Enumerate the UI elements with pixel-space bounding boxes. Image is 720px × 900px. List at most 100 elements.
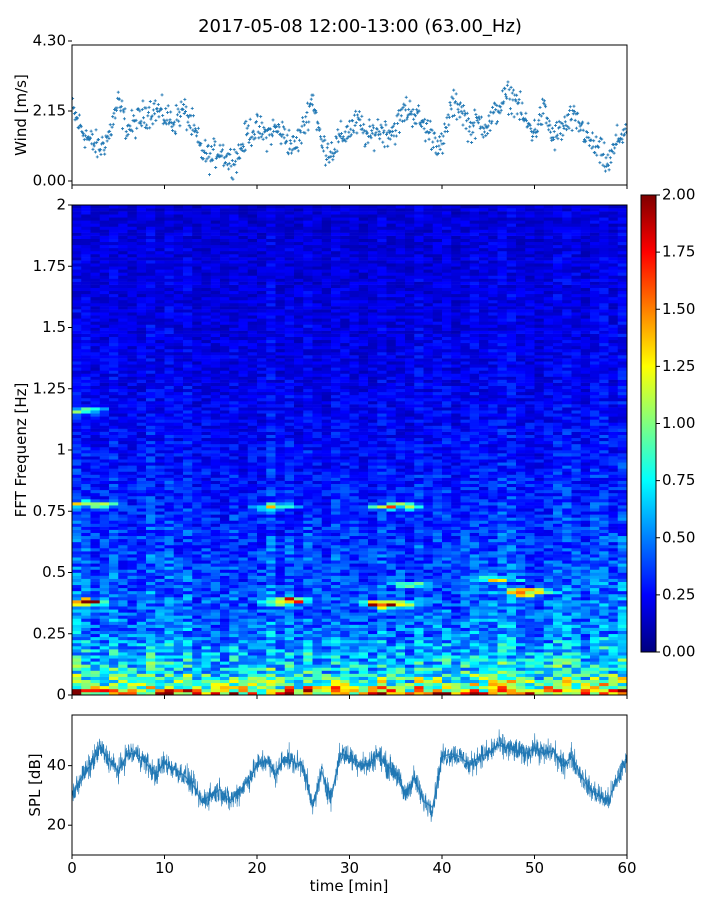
spectrogram-cell [155, 477, 165, 481]
spectrogram-cell [90, 205, 101, 209]
spectrogram-cell [229, 517, 239, 521]
spectrogram-cell [210, 551, 221, 555]
spectrogram-cell [72, 495, 82, 500]
wind-point [570, 128, 574, 132]
spectrogram-cell [72, 575, 82, 579]
spectrogram-cell [247, 676, 258, 680]
spectrogram-cell [247, 416, 258, 420]
spectrogram-cell [136, 584, 147, 589]
spectrogram-cell [173, 477, 184, 481]
spectrogram-cell [275, 257, 286, 261]
spectrogram-cell [99, 388, 110, 393]
spectrogram-cell [81, 431, 91, 435]
spectrogram-cell [275, 581, 286, 586]
spectrogram-cell [118, 548, 128, 552]
spectrogram-cell [136, 443, 147, 448]
wind-point [116, 90, 120, 94]
spectrogram-cell [155, 541, 165, 546]
wind-point [372, 126, 376, 130]
spectrogram-cell [294, 520, 304, 524]
spectrogram-cell [220, 600, 230, 604]
spectrogram-cell [146, 462, 156, 466]
spectrogram-cell [294, 486, 304, 491]
spectrogram-cell [201, 581, 212, 586]
spectrogram-cell [192, 278, 202, 282]
spectrogram-cell [127, 615, 138, 619]
spectrogram-cell [99, 658, 110, 662]
spectrogram-cell [109, 593, 119, 598]
spectrogram-cell [81, 517, 91, 521]
wind-point [82, 132, 86, 136]
spectrogram-cell [81, 413, 91, 417]
spectrogram-cell [72, 630, 82, 635]
spectrogram-cell [238, 514, 249, 518]
wind-point [102, 148, 106, 152]
spectrogram-cell [109, 590, 119, 595]
spectrogram-cell [238, 639, 249, 644]
spectrogram-cell [118, 459, 128, 463]
spectrogram-cell [238, 241, 249, 246]
spectrogram-cell [210, 480, 221, 484]
spectrogram-cell [257, 661, 267, 665]
spectrogram-cell [294, 370, 304, 374]
wind-point [123, 107, 127, 111]
spectrogram-cell [201, 450, 212, 454]
spectrogram-cell [109, 333, 119, 337]
spectrogram-cell [275, 443, 286, 448]
spectrogram-cell [229, 238, 239, 243]
spectrogram-cell [229, 306, 239, 310]
spectrogram-cell [247, 670, 258, 674]
spectrogram-cell [72, 287, 82, 292]
spectrogram-cell [146, 615, 156, 619]
spectrogram-cell [183, 321, 193, 325]
spectrogram-cell [275, 232, 286, 236]
spectrogram-cell [81, 630, 91, 635]
spectrogram-cell [284, 391, 295, 396]
spectrogram-cell [266, 446, 276, 451]
spectrogram-cell [220, 437, 230, 442]
spectrogram-cell [164, 618, 175, 622]
spectrogram-cell [127, 514, 138, 518]
spectrogram-cell [118, 428, 128, 432]
wind-point [307, 120, 311, 124]
spectrogram-cell [118, 590, 128, 595]
spectrogram-cell [229, 563, 239, 567]
wind-point [420, 124, 424, 128]
spectrogram-cell [275, 535, 286, 540]
spectrogram-cell [220, 590, 230, 595]
spectrogram-cell [238, 382, 249, 386]
spectrogram-cell [229, 597, 239, 601]
spectrogram-cell [72, 584, 82, 589]
spectrogram-cell [247, 238, 258, 243]
spectrogram-cell [192, 385, 202, 390]
spectrogram-cell [164, 609, 175, 613]
spectrogram-cell [266, 609, 276, 613]
spectrogram-cell [247, 462, 258, 466]
spectrogram-cell [210, 642, 221, 647]
spectrogram-cell [90, 431, 101, 435]
wind-point [498, 111, 502, 115]
spectrogram-cell [72, 266, 82, 270]
wind-point [449, 107, 453, 111]
spectrogram-cell [220, 315, 230, 319]
wind-point [243, 148, 247, 152]
spectrogram-cell [210, 492, 221, 497]
spectrogram-cell [136, 376, 147, 380]
spectrogram-cell [210, 299, 221, 304]
spectrogram-cell [257, 407, 267, 411]
spectrogram-cell [90, 615, 101, 619]
spectrogram-cell [127, 272, 138, 276]
spectrogram-cell [81, 459, 91, 463]
spectrogram-cell [72, 597, 82, 601]
spectrogram-cell [229, 223, 239, 227]
spectrogram-cell [146, 235, 156, 239]
spectrogram-cell [192, 336, 202, 341]
spectrogram-cell [90, 407, 101, 411]
spectrogram-cell [164, 541, 175, 546]
spectrogram-cell [294, 407, 304, 411]
spectrogram-cell [173, 538, 184, 543]
spectrogram-cell [146, 682, 156, 687]
spectrogram-cell [136, 492, 147, 497]
spectrogram-cell [173, 330, 184, 334]
spectrogram-cell [229, 425, 239, 429]
